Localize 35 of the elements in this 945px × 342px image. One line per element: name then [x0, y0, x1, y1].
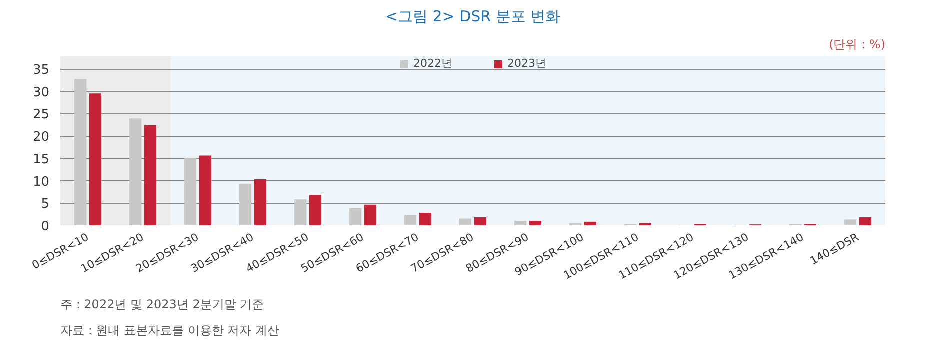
bar [144, 125, 156, 226]
bar [199, 156, 212, 226]
bar [859, 217, 872, 226]
y-tick-label: 20 [32, 130, 50, 146]
bar [460, 218, 472, 226]
bar [404, 215, 417, 226]
y-tick-label: 25 [32, 108, 50, 123]
bar [184, 158, 197, 226]
bar [584, 222, 596, 226]
bar [364, 204, 376, 226]
bar [74, 79, 87, 226]
y-tick-label: 15 [32, 152, 50, 168]
bar [294, 200, 307, 226]
y-tick-label: 30 [32, 85, 50, 100]
legend-label: 2022년 [414, 56, 452, 71]
y-tick-label: 5 [41, 197, 50, 212]
bar [419, 212, 432, 226]
legend-label: 2023년 [508, 56, 546, 71]
text: 주 : 2022년 및 2023년 2분기말 기준 [60, 298, 264, 312]
bar [474, 217, 486, 226]
bar [89, 94, 102, 226]
bar [240, 184, 252, 226]
bar [130, 118, 142, 226]
y-tick-label: 0 [41, 220, 50, 234]
bar [309, 195, 322, 226]
bar [350, 208, 362, 226]
bar [514, 221, 527, 226]
y-tick-label: 35 [32, 63, 50, 78]
bar [254, 179, 266, 226]
bar [529, 221, 542, 226]
text: (단위 : %) [829, 38, 886, 52]
y-tick-label: 10 [32, 174, 50, 190]
chart-title: <그림 2> DSR 분포 변화 [385, 8, 561, 26]
text: 자료 : 원내 표본자료를 이용한 저자 계산 [60, 324, 280, 338]
bar [844, 220, 857, 226]
